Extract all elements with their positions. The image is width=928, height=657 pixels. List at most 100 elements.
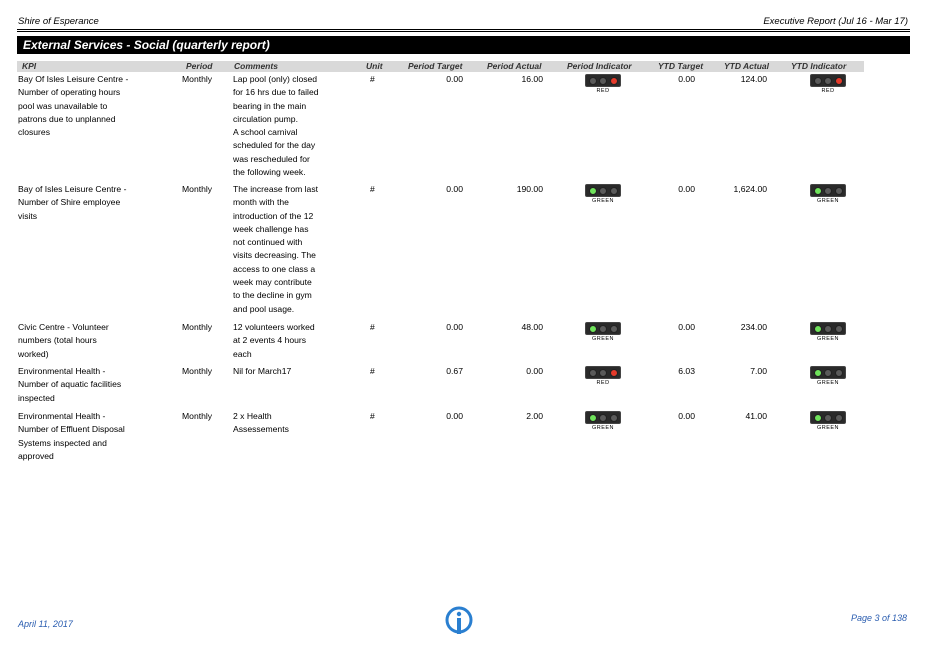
period-indicator: RED [584,74,622,94]
comments-cell-line: The increase from last [233,184,319,194]
period-indicator: RED [584,366,622,386]
signal-lamp [599,324,607,333]
traffic-light-icon [585,411,621,424]
period-indicator: GREEN [584,411,622,431]
signal-lamp [588,368,597,377]
comments-cell-line: A school carnival [233,127,298,138]
traffic-light-icon [585,184,621,197]
signal-lamp [824,76,832,85]
kpi-cell: Environmental Health - Number of Effluent… [18,410,178,463]
indicator-label: GREEN [816,380,840,386]
kpi-cell-line: Number of aquatic facilities [18,379,122,390]
comments-cell-line: week may contribute [233,277,312,288]
comments-cell-line: for 16 hrs due to failed [233,87,319,98]
kpi-cell-line: Number of operating hours [18,87,121,98]
signal-lamp [599,413,607,422]
signal-lamp [834,76,843,85]
comments-cell-line: to the decline in gym [233,290,312,301]
traffic-light-icon [810,74,846,87]
period-cell: Monthly [182,366,213,376]
footer-page-number: Page 3 of 138 [850,613,907,623]
kpi-cell-line: Number of Shire employee [18,197,121,208]
period-cell: Monthly [182,411,213,421]
period-target-cell: 0.67 [446,366,463,376]
traffic-light-icon [810,366,846,379]
kpi-cell-line: visits [18,210,38,221]
comments-cell-line: bearing in the main [233,100,307,111]
kpi-cell: Civic Centre - Volunteer numbers (total h… [18,321,178,361]
signal-lamp [834,186,843,195]
kpi-cell-line: Number of Effluent Disposal [18,424,125,435]
col-ytd-target: YTD Target [658,61,704,71]
col-period-actual: Period Actual [487,61,542,71]
traffic-light-icon [585,322,621,335]
col-period: Period [186,61,213,71]
signal-lamp [588,413,597,422]
comments-cell-line: was rescheduled for [233,153,310,164]
comments-cell: The increase from last month with the intr… [233,183,353,316]
ytd-indicator: GREEN [809,366,847,386]
comments-cell-line: 2 x Health [233,411,272,421]
col-unit: Unit [366,61,383,71]
period-target-cell: 0.00 [446,184,463,194]
comments-cell-line: the following week. [233,167,306,178]
ytd-actual-cell: 1,624.00 [733,184,767,194]
comments-cell-line: introduction of the 12 [233,210,314,221]
signal-lamp [834,413,843,422]
period-actual-cell: 0.00 [526,366,543,376]
signal-lamp [813,76,822,85]
period-target-cell: 0.00 [446,74,463,84]
indicator-label: GREEN [591,198,615,204]
col-ytd-actual: YTD Actual [724,61,770,71]
ytd-actual-cell: 41.00 [745,411,767,421]
ytd-indicator: RED [809,74,847,94]
signal-lamp [609,76,618,85]
indicator-label: GREEN [816,336,840,342]
kpi-cell-line: worked) [18,348,49,359]
signal-lamp [609,186,618,195]
period-actual-cell: 16.00 [521,74,543,84]
comments-cell: Lap pool (only) closed for 16 hrs due to … [233,73,353,179]
kpi-cell-line: pool was unavailable to [18,100,108,111]
comments-cell-line: and pool usage. [233,303,295,314]
unit-cell: # [370,74,375,84]
comments-cell: 2 x Health Assessements [233,410,353,437]
signal-lamp [813,413,822,422]
ytd-actual-cell: 234.00 [740,322,767,332]
kpi-cell-line: closures [18,127,50,138]
signal-lamp [609,368,618,377]
header-rule [17,29,910,30]
comments-cell-line: each [233,348,252,359]
kpi-cell-line: Environmental Health - [18,366,106,376]
comments-cell-line: Lap pool (only) closed [233,74,318,84]
indicator-label: RED [596,88,610,94]
indicator-label: RED [821,88,835,94]
kpi-cell-line: inspected [18,392,55,403]
period-cell: Monthly [182,74,213,84]
kpi-cell: Environmental Health - Number of aquatic … [18,365,178,405]
traffic-light-icon [585,74,621,87]
ytd-target-cell: 0.00 [678,184,695,194]
ytd-target-cell: 0.00 [678,411,695,421]
period-cell: Monthly [182,184,213,194]
kpi-cell: Bay Of Isles Leisure Centre - Number of o… [18,73,178,139]
col-kpi: KPI [22,61,37,71]
col-period-indicator: Period Indicator [567,61,632,71]
signal-lamp [599,186,607,195]
footer-date: April 11, 2017 [18,619,73,629]
comments-cell-line: at 2 events 4 hours [233,335,307,346]
signal-lamp [588,186,597,195]
signal-lamp [813,186,822,195]
comments-cell-line: scheduled for the day [233,140,316,151]
kpi-cell-line: Systems inspected and [18,437,107,448]
header-rule-secondary [17,31,910,32]
signal-lamp [824,186,832,195]
unit-cell: # [370,184,375,194]
ytd-target-cell: 6.03 [678,366,695,376]
signal-lamp [599,368,607,377]
period-cell: Monthly [182,322,213,332]
ytd-indicator: GREEN [809,411,847,431]
ytd-target-cell: 0.00 [678,74,695,84]
comments-cell-line: 12 volunteers worked [233,322,315,332]
comments-cell: Nil for March17 [233,365,353,378]
